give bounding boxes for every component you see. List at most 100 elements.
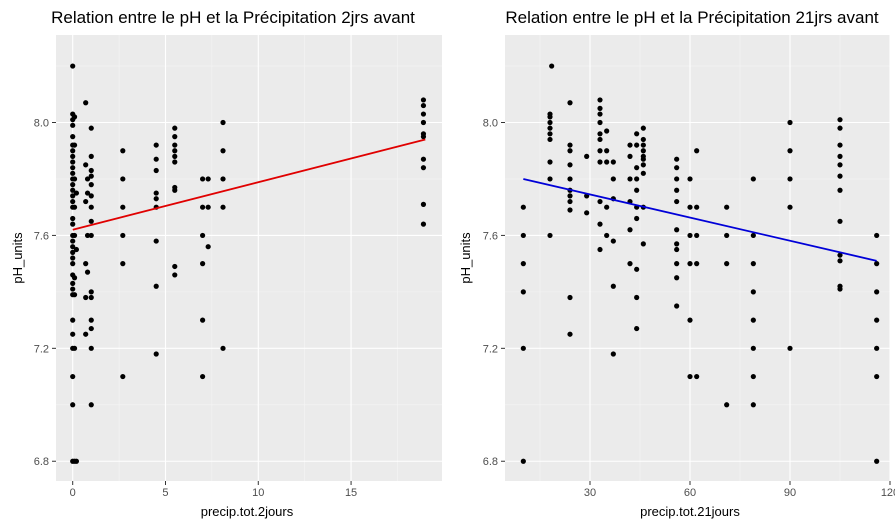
data-point: [604, 128, 610, 134]
data-point: [73, 246, 80, 253]
data-point: [71, 176, 78, 182]
trend-line: [72, 138, 426, 231]
data-point: [88, 218, 94, 224]
data-point: [610, 238, 616, 244]
data-point: [200, 176, 206, 182]
data-point: [640, 241, 646, 247]
data-point: [674, 303, 680, 309]
data-point: [640, 136, 646, 143]
data-point: [597, 97, 603, 103]
data-point: [70, 402, 76, 408]
data-point: [520, 289, 526, 295]
data-point: [837, 258, 843, 264]
data-point: [205, 204, 211, 210]
plot-panel-background: [505, 35, 890, 481]
data-point: [787, 345, 793, 351]
data-point: [71, 275, 78, 281]
data-point: [70, 193, 76, 199]
data-point: [70, 317, 76, 323]
data-point: [597, 131, 603, 137]
data-point: [153, 190, 159, 196]
data-point: [220, 176, 226, 182]
data-point: [627, 153, 633, 159]
data-point: [837, 187, 843, 193]
data-point: [567, 176, 573, 182]
data-point: [627, 227, 633, 233]
data-point: [200, 373, 206, 380]
data-point: [874, 317, 880, 323]
data-point: [674, 176, 680, 182]
data-point: [750, 176, 756, 182]
data-point: [420, 119, 427, 126]
y-tick-label: 7.6: [483, 230, 498, 242]
data-point: [88, 153, 94, 159]
y-tick-label: 8.0: [483, 118, 498, 130]
data-point: [674, 227, 680, 233]
data-point: [88, 125, 94, 131]
data-point: [597, 198, 603, 205]
data-point: [640, 148, 646, 154]
data-point: [674, 275, 680, 281]
data-point: [547, 131, 553, 137]
data-point: [83, 162, 89, 168]
data-point: [73, 458, 80, 464]
data-point: [750, 402, 756, 408]
data-point: [837, 153, 843, 159]
data-point: [420, 134, 427, 140]
data-point: [420, 221, 427, 227]
data-point: [70, 215, 76, 222]
data-point: [220, 148, 226, 154]
data-point: [687, 232, 693, 239]
data-point: [634, 325, 640, 332]
data-point: [70, 187, 76, 193]
data-point: [70, 159, 76, 165]
data-point: [694, 204, 700, 210]
data-point: [750, 261, 756, 267]
data-point: [549, 63, 555, 69]
data-point: [70, 261, 76, 267]
data-point: [88, 325, 94, 332]
data-point: [640, 156, 646, 162]
data-point: [674, 198, 680, 205]
data-point: [724, 402, 730, 408]
y-tick-label: 6.8: [34, 456, 49, 468]
data-point: [597, 221, 603, 227]
data-point: [610, 283, 616, 289]
data-point: [70, 286, 76, 292]
data-point: [84, 190, 91, 196]
data-point: [837, 125, 843, 131]
data-point: [120, 148, 126, 154]
data-point: [520, 204, 526, 210]
data-point: [70, 249, 76, 255]
data-point: [205, 176, 211, 182]
data-point: [627, 261, 633, 267]
data-point: [70, 63, 76, 69]
data-point: [200, 317, 206, 323]
data-point: [420, 111, 427, 117]
data-point: [674, 241, 680, 247]
data-point: [674, 156, 680, 162]
data-point: [634, 142, 640, 148]
data-point: [84, 269, 91, 275]
x-tick-label: 15: [345, 487, 357, 499]
data-point: [687, 261, 693, 267]
data-point: [70, 255, 76, 261]
data-point: [547, 111, 553, 117]
data-point: [70, 244, 76, 250]
data-point: [120, 176, 126, 182]
data-point: [567, 193, 573, 199]
data-point: [584, 153, 590, 159]
x-tick-label: 5: [162, 487, 168, 499]
data-point: [88, 294, 94, 301]
data-point: [153, 167, 159, 174]
y-tick-label: 6.8: [483, 456, 498, 468]
data-point: [694, 261, 700, 267]
data-point: [640, 170, 646, 176]
data-point: [70, 221, 76, 227]
data-point: [172, 153, 178, 159]
data-point: [172, 187, 178, 193]
data-point: [120, 232, 126, 239]
data-point: [610, 159, 616, 165]
data-point: [70, 122, 76, 128]
